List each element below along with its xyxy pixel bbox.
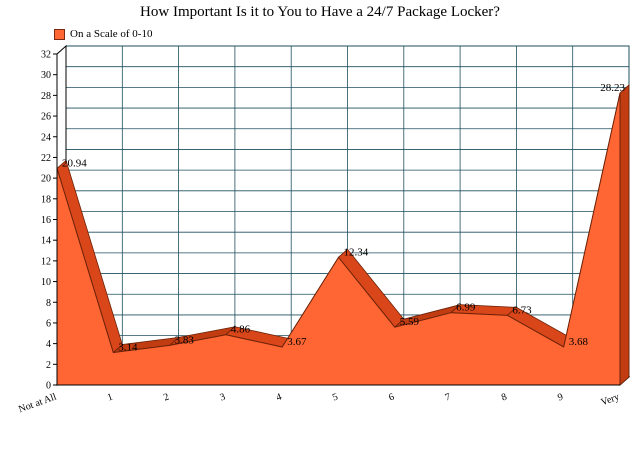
x-tick-label: 4 — [275, 391, 283, 403]
y-tick-label: 12 — [41, 256, 51, 267]
data-label: 4.86 — [231, 324, 251, 336]
data-label: 5.59 — [400, 316, 420, 328]
data-label: 12.34 — [344, 246, 369, 258]
x-tick-label: Very — [600, 391, 622, 408]
y-tick-label: 32 — [41, 50, 51, 61]
data-label: 6.99 — [456, 302, 476, 314]
y-tick-label: 14 — [41, 236, 51, 247]
x-tick-label: 7 — [444, 391, 452, 403]
legend-label: On a Scale of 0-10 — [70, 28, 153, 40]
x-tick-label: 2 — [162, 391, 170, 403]
y-tick-label: 16 — [41, 215, 51, 226]
chart-title: How Important Is it to You to Have a 24/… — [140, 4, 500, 20]
area-end-face — [619, 84, 630, 386]
x-tick-label: 3 — [218, 391, 226, 403]
x-tick-labels: Not at All 1 2 3 4 5 6 7 8 9 Very — [17, 391, 621, 415]
y-tick-label: 10 — [41, 277, 51, 288]
x-tick-label: 6 — [387, 391, 395, 403]
x-tick-label: Not at All — [17, 391, 58, 415]
y-tick-label: 0 — [46, 381, 51, 392]
y-tick-label: 30 — [41, 70, 51, 81]
y-tick-label: 28 — [41, 91, 51, 102]
data-labels: 20.94 3.14 3.83 4.86 3.67 12.34 5.59 6.99 6.73 3.… — [62, 82, 626, 354]
x-tick-label: 1 — [106, 391, 114, 403]
y-tick-label: 24 — [41, 132, 51, 143]
data-label: 3.83 — [175, 334, 195, 346]
y-tick-label: 4 — [46, 339, 51, 350]
data-label: 6.73 — [512, 304, 532, 316]
x-tick-label: 9 — [556, 391, 564, 403]
y-tick-label: 18 — [41, 194, 51, 205]
area-series-on-a-scale-of-0-10 — [56, 92, 621, 386]
legend: On a Scale of 0-10 — [54, 28, 152, 40]
data-label: 28.23 — [600, 82, 625, 94]
y-tick-label: 6 — [46, 318, 51, 329]
data-label: 20.94 — [62, 157, 87, 169]
y-tick-label: 20 — [41, 174, 51, 185]
x-tick-label: 5 — [331, 391, 339, 403]
legend-swatch — [54, 28, 65, 40]
y-tick-label: 2 — [46, 360, 51, 371]
y-tick-label: 22 — [41, 153, 51, 164]
data-label: 3.14 — [118, 342, 138, 354]
x-tick-label: 8 — [500, 391, 508, 403]
data-label: 3.68 — [569, 336, 589, 348]
data-label: 3.67 — [287, 336, 307, 348]
y-tick-label: 8 — [46, 298, 51, 309]
y-tick-label: 26 — [41, 112, 51, 123]
